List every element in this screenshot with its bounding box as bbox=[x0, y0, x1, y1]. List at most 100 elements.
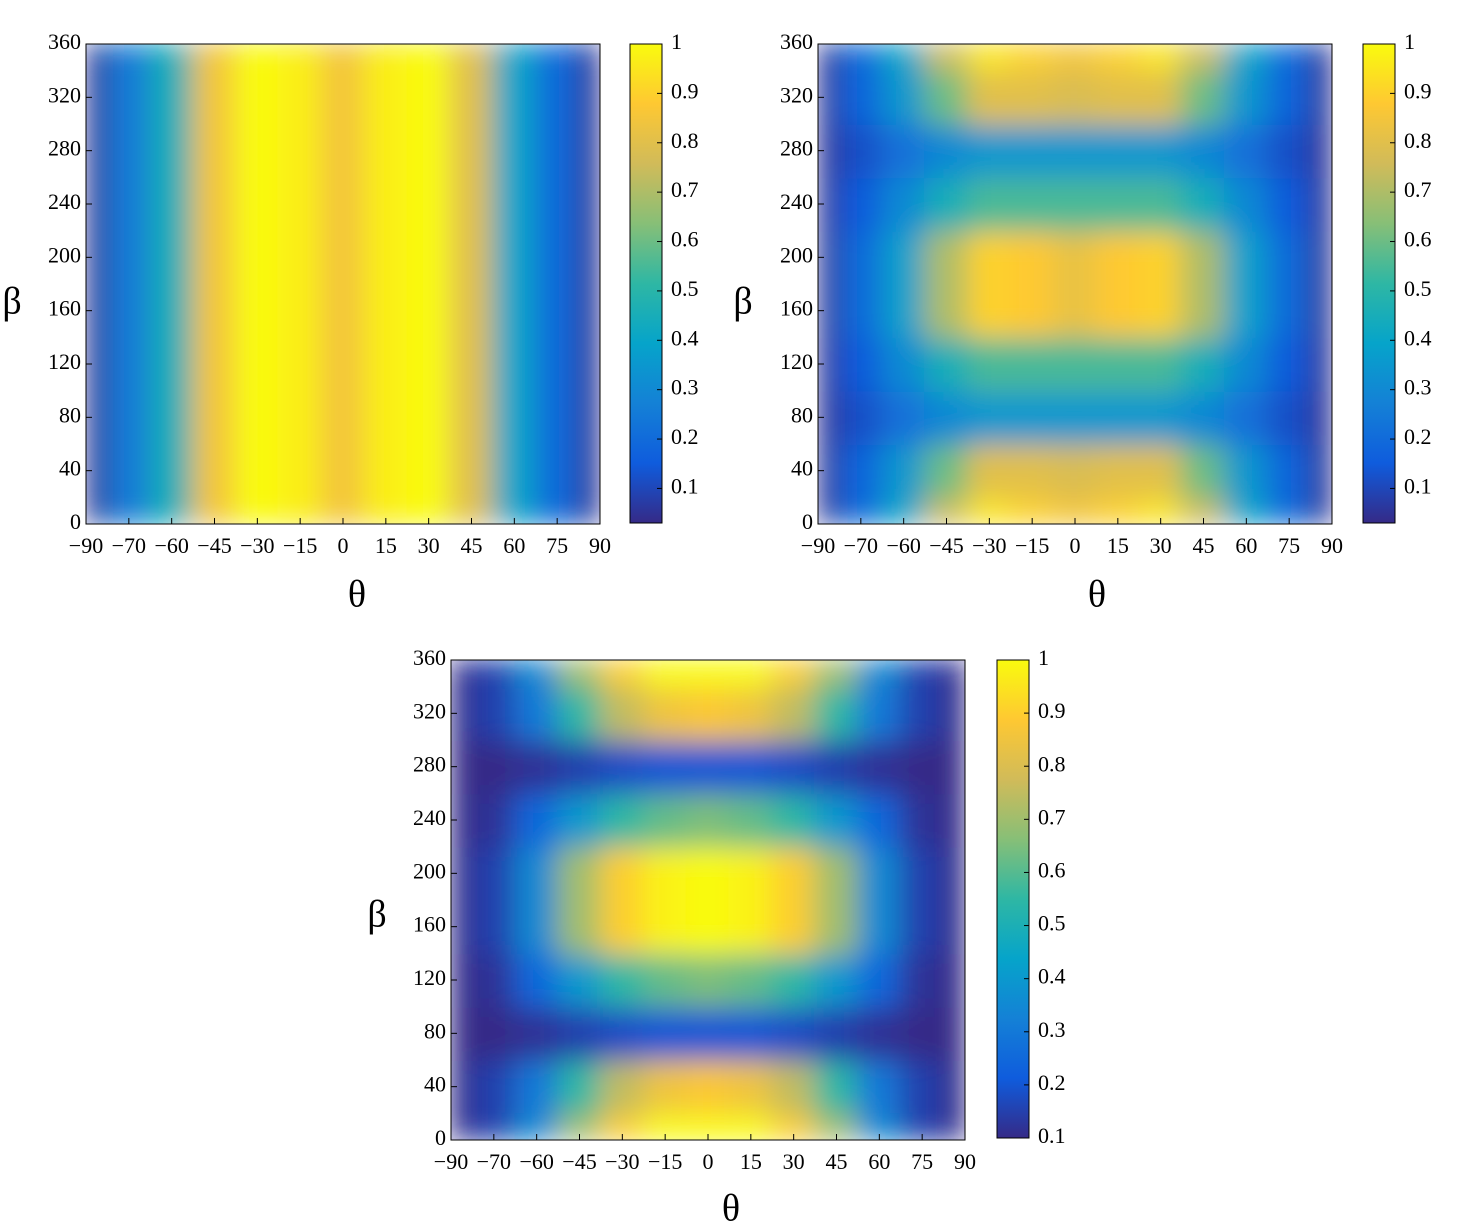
heatmap-cell bbox=[899, 739, 945, 795]
heatmap-cell bbox=[149, 69, 195, 125]
heatmap-cell bbox=[818, 496, 841, 524]
x-tick-label: 90 bbox=[954, 1149, 976, 1174]
heatmap-cell bbox=[1009, 389, 1055, 445]
heatmap-cell bbox=[277, 69, 323, 125]
x-axis-label: θ bbox=[722, 1188, 740, 1230]
x-tick-label: −30 bbox=[240, 533, 274, 558]
heatmap-cell bbox=[534, 229, 580, 285]
heatmap-cell bbox=[814, 792, 859, 848]
heatmap-cell bbox=[514, 899, 560, 955]
heatmap-cell bbox=[363, 336, 409, 392]
heatmap-cell bbox=[1138, 123, 1184, 179]
colorbar-tick-label: 0.2 bbox=[671, 424, 699, 449]
heatmap-cell bbox=[149, 443, 195, 499]
colorbar-tick-label: 0.9 bbox=[671, 78, 699, 103]
heatmap-cell bbox=[514, 952, 560, 1008]
heatmap-cell bbox=[599, 660, 645, 688]
heatmap-cell bbox=[642, 792, 688, 848]
heatmap-cell bbox=[642, 1005, 688, 1061]
heatmap-cell bbox=[1266, 44, 1312, 72]
heatmap-cell bbox=[557, 952, 602, 1008]
heatmap-cell bbox=[234, 69, 280, 125]
heatmap-cell bbox=[942, 792, 965, 848]
heatmap-cell bbox=[899, 899, 945, 955]
y-axis-label: β bbox=[367, 894, 386, 936]
heatmap-cell bbox=[771, 685, 817, 741]
y-tick-label: 0 bbox=[435, 1125, 446, 1150]
heatmap-cell bbox=[449, 176, 494, 232]
heatmap-cell bbox=[838, 389, 884, 445]
colorbar-tick-label: 0.8 bbox=[671, 128, 699, 153]
heatmap-cell bbox=[149, 123, 195, 179]
x-tick-label: −30 bbox=[605, 1149, 639, 1174]
y-tick-label: 200 bbox=[413, 858, 446, 883]
heatmap-field bbox=[451, 660, 965, 1140]
heatmap-cell bbox=[685, 685, 731, 741]
heatmap-cell bbox=[685, 739, 731, 795]
heatmap-cell bbox=[1009, 443, 1055, 499]
heatmap-cell bbox=[234, 176, 280, 232]
y-tick-label: 40 bbox=[424, 1072, 446, 1097]
heatmap-cell bbox=[1095, 44, 1141, 72]
y-tick-label: 120 bbox=[48, 349, 81, 374]
heatmap-cell bbox=[451, 660, 474, 688]
colorbar-tick-label: 0.6 bbox=[671, 227, 699, 252]
heatmap-cell bbox=[771, 1059, 817, 1115]
heatmap-cell bbox=[642, 1059, 688, 1115]
x-tick-label: 60 bbox=[503, 533, 525, 558]
heatmap-cell bbox=[1309, 283, 1332, 339]
colorbar-tick-label: 0.5 bbox=[671, 276, 699, 301]
y-tick-label: 320 bbox=[780, 82, 813, 107]
heatmap-cell bbox=[514, 1059, 560, 1115]
colorbar-tick-label: 0.7 bbox=[671, 177, 699, 202]
colorbar-tick-label: 0.6 bbox=[1404, 227, 1432, 252]
heatmap-cell bbox=[942, 660, 965, 688]
y-tick-label: 360 bbox=[48, 29, 81, 54]
heatmap-cell bbox=[577, 229, 600, 285]
heatmap-cell bbox=[856, 899, 902, 955]
heatmap-cell bbox=[192, 389, 237, 445]
heatmap-cell bbox=[1309, 229, 1332, 285]
heatmap-cell bbox=[899, 845, 945, 901]
heatmap-cell bbox=[856, 1005, 902, 1061]
heatmap-cell bbox=[924, 44, 969, 72]
heatmap-cell bbox=[899, 952, 945, 1008]
heatmap-cell bbox=[451, 845, 474, 901]
heatmap-cell bbox=[1009, 176, 1055, 232]
colorbar-tick-label: 0.4 bbox=[1038, 964, 1066, 989]
heatmap-cell bbox=[491, 123, 537, 179]
heatmap-cell bbox=[534, 443, 580, 499]
y-tick-label: 80 bbox=[424, 1018, 446, 1043]
heatmap-cell bbox=[1138, 443, 1184, 499]
heatmap-cell bbox=[881, 123, 927, 179]
y-tick-label: 120 bbox=[780, 349, 813, 374]
colorbar-tick-label: 0.7 bbox=[1038, 804, 1066, 829]
heatmap-cell bbox=[685, 1059, 731, 1115]
heatmap-cell bbox=[277, 336, 323, 392]
heatmap-cell bbox=[1009, 283, 1055, 339]
heatmap-cell bbox=[320, 443, 366, 499]
heatmap-cell bbox=[1181, 69, 1226, 125]
heatmap-cell bbox=[881, 443, 927, 499]
heatmap-cell bbox=[451, 1112, 474, 1140]
heatmap-cell bbox=[924, 336, 969, 392]
colorbar-tick-label: 0.2 bbox=[1038, 1070, 1066, 1095]
heatmap-field bbox=[86, 44, 600, 524]
heatmap-cell bbox=[192, 336, 237, 392]
x-tick-label: 60 bbox=[868, 1149, 890, 1174]
colorbar-tick-label: 0.9 bbox=[1038, 698, 1066, 723]
heatmap-cell bbox=[149, 283, 195, 339]
heatmap-cell bbox=[599, 792, 645, 848]
x-tick-label: 15 bbox=[1107, 533, 1129, 558]
heatmap-cell bbox=[771, 845, 817, 901]
heatmap-cell bbox=[277, 123, 323, 179]
heatmap-cell bbox=[471, 899, 517, 955]
heatmap-cell bbox=[471, 660, 517, 688]
y-tick-label: 360 bbox=[413, 645, 446, 670]
colorbar-tick-label: 0.1 bbox=[1038, 1123, 1066, 1148]
colorbar-tick-label: 0.8 bbox=[1038, 751, 1066, 776]
heatmap-cell bbox=[942, 845, 965, 901]
x-tick-label: 75 bbox=[546, 533, 568, 558]
heatmap-cell bbox=[491, 69, 537, 125]
